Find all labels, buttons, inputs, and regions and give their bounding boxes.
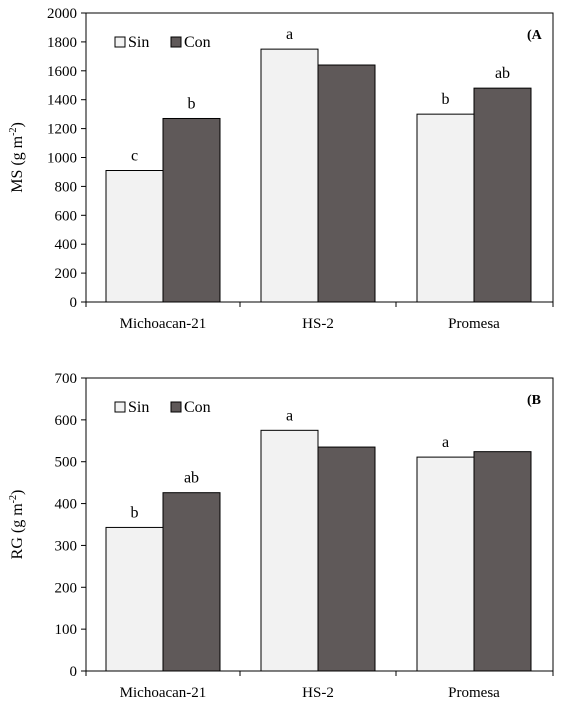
y-tick-label: 0 — [70, 295, 78, 311]
y-tick-label: 1200 — [47, 122, 77, 138]
y-tick-label: 700 — [55, 371, 78, 387]
significance-letter: ab — [495, 65, 510, 82]
bar-con-promesa — [473, 451, 532, 672]
bar-con-michoacan-21 — [162, 492, 221, 672]
y-axis-title-main: RG (g m — [9, 503, 26, 560]
significance-letter: b — [188, 95, 196, 112]
y-tick-label: 100 — [55, 622, 78, 638]
legend-swatch-con — [170, 36, 182, 48]
panel-label: (A — [527, 28, 543, 43]
significance-letter: a — [286, 26, 293, 43]
y-tick-label: 500 — [55, 455, 78, 471]
bar-sin-hs-2 — [260, 48, 319, 303]
bar-sin-hs-2 — [260, 429, 319, 672]
x-tick-label: HS-2 — [302, 316, 334, 332]
bar-sin-michoacan-21 — [105, 170, 164, 303]
significance-letter: b — [442, 91, 450, 108]
x-tick-label: HS-2 — [302, 685, 334, 701]
legend-swatch-sin — [114, 401, 126, 413]
legend-label-con: Con — [184, 34, 211, 51]
y-axis-title: MS (g m-2) — [8, 122, 26, 193]
x-tick-label: Michoacan-21 — [120, 316, 207, 332]
x-tick-label: Promesa — [448, 316, 500, 332]
significance-letter: b — [131, 504, 139, 521]
bar-sin-promesa — [416, 113, 475, 303]
x-tick-label: Promesa — [448, 685, 500, 701]
significance-letter: a — [442, 434, 449, 451]
y-tick-label: 1400 — [47, 93, 77, 109]
y-axis-title-superscript: -2 — [8, 128, 19, 136]
y-tick-label: 200 — [55, 580, 78, 596]
y-axis-title-superscript: -2 — [8, 495, 19, 503]
legend-label-sin: Sin — [128, 399, 149, 416]
legend-swatch-sin — [114, 36, 126, 48]
y-axis-title-main: MS (g m — [9, 135, 26, 192]
y-tick-label: 2000 — [47, 6, 77, 22]
y-tick-label: 800 — [55, 179, 78, 195]
y-tick-label: 0 — [70, 664, 78, 680]
y-axis-title-end: ) — [9, 122, 26, 127]
significance-letter: a — [286, 407, 293, 424]
y-axis-title: RG (g m-2) — [8, 490, 26, 560]
x-tick-label: Michoacan-21 — [120, 685, 207, 701]
y-tick-label: 1600 — [47, 64, 77, 80]
y-tick-label: 200 — [55, 266, 78, 282]
bar-con-hs-2 — [317, 446, 376, 672]
y-tick-label: 400 — [55, 497, 78, 513]
legend-label-con: Con — [184, 399, 211, 416]
y-tick-label: 600 — [55, 208, 78, 224]
y-tick-label: 300 — [55, 538, 78, 554]
bar-con-michoacan-21 — [162, 117, 221, 303]
y-tick-label: 1800 — [47, 35, 77, 51]
bar-con-hs-2 — [317, 64, 376, 303]
legend-swatch-con — [170, 401, 182, 413]
chart-panel-b: 0 100 200 300 400 500 600 700 Michoacan-21 HS-2 Pr… — [8, 371, 554, 701]
bar-sin-promesa — [416, 456, 475, 672]
y-tick-label: 600 — [55, 413, 78, 429]
panel-label: (B — [527, 393, 541, 408]
significance-letter: c — [131, 148, 138, 165]
significance-letter: ab — [184, 470, 199, 487]
legend-label-sin: Sin — [128, 34, 149, 51]
y-tick-label: 400 — [55, 237, 78, 253]
bar-con-promesa — [473, 87, 532, 303]
bar-sin-michoacan-21 — [105, 526, 164, 672]
y-axis-title-end: ) — [9, 490, 26, 495]
y-tick-label: 1000 — [47, 151, 77, 167]
chart-panel-a: 0 200 400 600 800 1000 1200 1400 1600 1800 2000 Mic… — [8, 6, 554, 332]
